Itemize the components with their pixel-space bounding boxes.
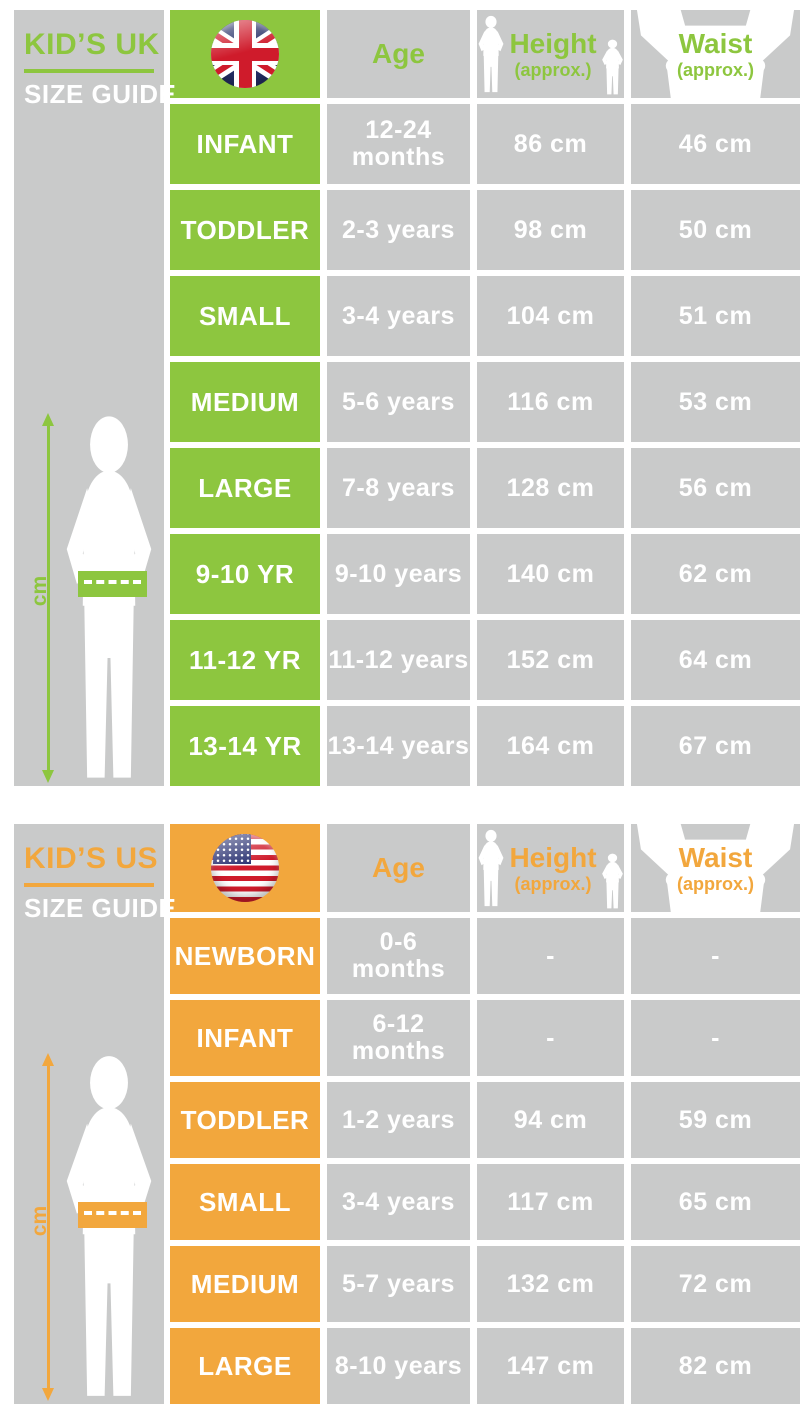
- title-underline: [24, 69, 154, 73]
- height-cell: 164 cm: [477, 706, 624, 786]
- size-guide-label: SIZE GUIDE: [24, 893, 177, 923]
- height-cell: -: [477, 918, 624, 994]
- height-cell: 116 cm: [477, 362, 624, 442]
- us-sidebar-title: KID’S US SIZE GUIDE: [14, 824, 177, 924]
- height-cell: 104 cm: [477, 276, 624, 356]
- size-cell: 9-10 YR: [170, 534, 320, 614]
- waist-cell: 50 cm: [631, 190, 800, 270]
- waist-cell: 56 cm: [631, 448, 800, 528]
- height-cell: 94 cm: [477, 1082, 624, 1158]
- height-cell: 117 cm: [477, 1164, 624, 1240]
- tall-person-icon: [476, 15, 506, 93]
- short-person-icon: [600, 39, 625, 95]
- age-cell: 3-4 years: [327, 276, 470, 356]
- size-cell: LARGE: [170, 448, 320, 528]
- us-size-guide: KID’S US SIZE GUIDE cm Age Height (appro…: [14, 824, 800, 1404]
- height-cell: 98 cm: [477, 190, 624, 270]
- waist-cell: 53 cm: [631, 362, 800, 442]
- us-size-table: Age Height (approx.) Waist (approx.) NEW…: [170, 824, 800, 1404]
- height-cell: 147 cm: [477, 1328, 624, 1404]
- short-person-icon: [600, 853, 625, 909]
- title-underline: [24, 883, 154, 887]
- uk-size-table: Age Height (approx.) Waist (approx.) INF…: [170, 10, 800, 786]
- uk-sidebar: KID’S UK SIZE GUIDE cm: [14, 10, 177, 786]
- size-cell: INFANT: [170, 1000, 320, 1076]
- height-column-header: Height (approx.): [477, 824, 624, 912]
- waist-column-header: Waist (approx.): [631, 10, 800, 98]
- uk-flag-cell: [170, 10, 320, 98]
- waist-cell: 72 cm: [631, 1246, 800, 1322]
- waist-cell: -: [631, 1000, 800, 1076]
- height-cell: 152 cm: [477, 620, 624, 700]
- age-cell: 3-4 years: [327, 1164, 470, 1240]
- waist-cell: 51 cm: [631, 276, 800, 356]
- waist-cell: -: [631, 918, 800, 994]
- kids-uk-title: KID’S UK: [24, 28, 160, 61]
- size-cell: INFANT: [170, 104, 320, 184]
- size-cell: SMALL: [170, 1164, 320, 1240]
- age-cell: 6-12 months: [327, 1000, 470, 1076]
- waist-cell: 67 cm: [631, 706, 800, 786]
- age-column-header: Age: [327, 824, 470, 912]
- us-flag-icon: [211, 834, 279, 902]
- size-cell: 13-14 YR: [170, 706, 320, 786]
- uk-size-guide: KID’S UK SIZE GUIDE cm Age: [14, 10, 800, 786]
- waistband-icon: [78, 1201, 147, 1228]
- kids-us-title: KID’S US: [24, 842, 159, 875]
- waist-cell: 65 cm: [631, 1164, 800, 1240]
- size-cell: TODDLER: [170, 1082, 320, 1158]
- us-measurement-figure: cm: [28, 1052, 160, 1401]
- us-sidebar: KID’S US SIZE GUIDE cm: [14, 824, 177, 1404]
- age-cell: 0-6 months: [327, 918, 470, 994]
- size-cell: SMALL: [170, 276, 320, 356]
- age-cell: 5-7 years: [327, 1246, 470, 1322]
- age-cell: 7-8 years: [327, 448, 470, 528]
- height-column-header: Height (approx.): [477, 10, 624, 98]
- height-cell: 132 cm: [477, 1246, 624, 1322]
- tall-person-icon: [476, 829, 506, 907]
- uk-sidebar-title: KID’S UK SIZE GUIDE: [14, 10, 177, 110]
- waist-cell: 59 cm: [631, 1082, 800, 1158]
- age-cell: 9-10 years: [327, 534, 470, 614]
- height-cell: 86 cm: [477, 104, 624, 184]
- size-cell: TODDLER: [170, 190, 320, 270]
- age-cell: 8-10 years: [327, 1328, 470, 1404]
- us-flag-cell: [170, 824, 320, 912]
- height-cell: 140 cm: [477, 534, 624, 614]
- age-cell: 13-14 years: [327, 706, 470, 786]
- age-cell: 1-2 years: [327, 1082, 470, 1158]
- size-cell: MEDIUM: [170, 1246, 320, 1322]
- age-cell: 5-6 years: [327, 362, 470, 442]
- size-cell: NEWBORN: [170, 918, 320, 994]
- size-guide-label: SIZE GUIDE: [24, 79, 177, 109]
- waistband-icon: [78, 571, 147, 598]
- height-cell: -: [477, 1000, 624, 1076]
- age-column-header: Age: [327, 10, 470, 98]
- height-cell: 128 cm: [477, 448, 624, 528]
- age-cell: 11-12 years: [327, 620, 470, 700]
- waist-cell: 62 cm: [631, 534, 800, 614]
- waist-column-header: Waist (approx.): [631, 824, 800, 912]
- waist-cell: 82 cm: [631, 1328, 800, 1404]
- size-cell: LARGE: [170, 1328, 320, 1404]
- size-cell: 11-12 YR: [170, 620, 320, 700]
- size-cell: MEDIUM: [170, 362, 320, 442]
- uk-measurement-figure: cm: [28, 412, 160, 783]
- measure-arrow-icon: [42, 1053, 54, 1401]
- age-cell: 12-24 months: [327, 104, 470, 184]
- measure-arrow-icon: [42, 413, 54, 783]
- waist-cell: 46 cm: [631, 104, 800, 184]
- waist-cell: 64 cm: [631, 620, 800, 700]
- age-cell: 2-3 years: [327, 190, 470, 270]
- uk-flag-icon: [211, 20, 279, 88]
